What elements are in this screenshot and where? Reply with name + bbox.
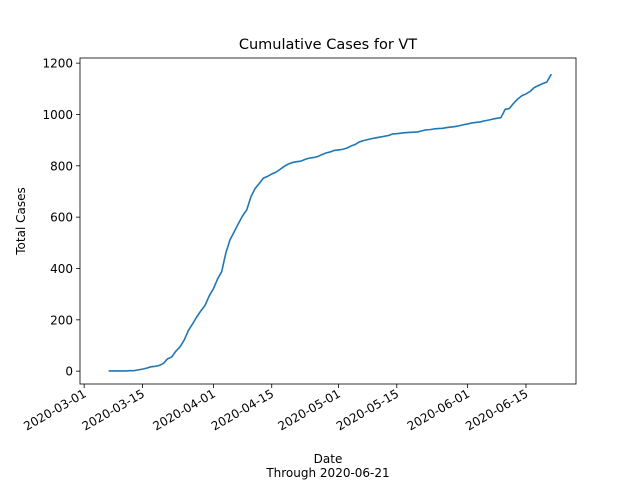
x-tick-label: 2020-06-01 — [405, 386, 472, 433]
y-tick-label: 800 — [50, 159, 73, 173]
y-tick-label: 1200 — [42, 57, 73, 71]
cumulative-cases-line — [108, 73, 552, 372]
plot-frame — [79, 57, 577, 385]
x-tick-label: 2020-05-15 — [334, 386, 401, 433]
x-tick-label: 2020-05-01 — [276, 386, 343, 433]
x-tick-label: 2020-06-15 — [463, 386, 530, 433]
x-axis-note: Through 2020-06-21 — [265, 466, 389, 480]
chart-title: Cumulative Cases for VT — [239, 37, 417, 53]
y-tick-label: 400 — [50, 262, 73, 276]
y-tick-label: 600 — [50, 211, 73, 225]
y-axis-label: Total Cases — [14, 187, 28, 255]
y-tick-label: 1000 — [42, 108, 73, 122]
x-tick-label: 2020-03-15 — [80, 386, 147, 433]
x-axis-label: Date — [314, 452, 343, 466]
x-tick-label: 2020-03-01 — [21, 386, 88, 433]
y-tick-label: 0 — [65, 365, 73, 379]
x-tick-label: 2020-04-15 — [209, 386, 276, 433]
y-tick-label: 200 — [50, 313, 73, 327]
x-tick-label: 2020-04-01 — [150, 386, 217, 433]
y-axis: 0 200 400 600 800 1000 1200 — [42, 57, 80, 379]
